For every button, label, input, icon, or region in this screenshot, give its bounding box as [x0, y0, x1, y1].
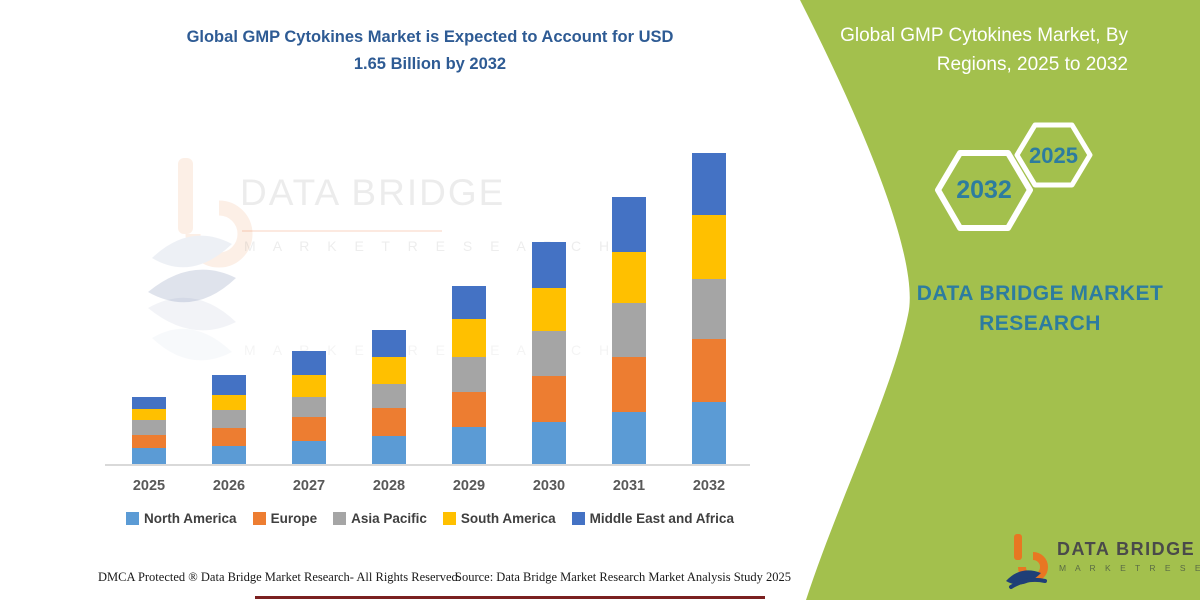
legend-label: North America: [144, 511, 237, 526]
legend-item-asia-pacific: Asia Pacific: [333, 511, 427, 526]
side-panel-brand-line1: DATA BRIDGE MARKET: [916, 282, 1164, 305]
bar-segment-south-america: [372, 357, 406, 384]
hexagon-2025-outline: [1014, 122, 1093, 188]
chart-legend: North America Europe Asia Pacific South Ame…: [100, 511, 760, 526]
plot-area: [105, 145, 750, 466]
x-axis-label-2025: 2025: [132, 478, 166, 494]
bar-segment-south-america: [612, 252, 646, 303]
bar-segment-asia-pacific: [372, 384, 406, 408]
hexagon-2032-outline: [935, 150, 1033, 231]
bar-segment-europe: [372, 408, 406, 436]
bar-segment-europe: [692, 339, 726, 402]
x-axis-label-2026: 2026: [212, 478, 246, 494]
bar-segment-middle-east-and-africa: [452, 286, 486, 319]
bar-segment-south-america: [532, 288, 566, 331]
legend-swatch-icon: [126, 512, 140, 525]
brand-logo-text: DATA BRIDGE: [1057, 539, 1196, 559]
footer-source-text: Source: Data Bridge Market Research Mark…: [455, 570, 792, 584]
legend-item-south-america: South America: [442, 511, 556, 526]
bar-segment-middle-east-and-africa: [692, 153, 726, 215]
bar-segment-north-america: [212, 446, 246, 464]
stacked-bar-2029: [452, 286, 486, 464]
x-axis-label-2031: 2031: [612, 478, 646, 494]
bar-segment-asia-pacific: [692, 279, 726, 339]
legend-label: Middle East and Africa: [589, 511, 734, 526]
brand-logo-subtext: M A R K E T R E S E A R C H: [1059, 563, 1200, 573]
side-panel-title: Global GMP Cytokines Market, By Regions,…: [810, 21, 1128, 79]
chart-title-line2: 1.65 Billion by 2032: [353, 55, 507, 73]
x-axis-label-2028: 2028: [372, 478, 406, 494]
x-axis-label-2032: 2032: [692, 478, 726, 494]
bar-segment-middle-east-and-africa: [292, 351, 326, 375]
bar-segment-middle-east-and-africa: [612, 197, 646, 252]
x-axis-label-2029: 2029: [452, 478, 486, 494]
brand-logo-icon: [1006, 534, 1048, 589]
legend-item-europe: Europe: [252, 511, 318, 526]
x-axis-label-2027: 2027: [292, 478, 326, 494]
bar-segment-asia-pacific: [452, 357, 486, 392]
chart-title-line1: Global GMP Cytokines Market is Expected …: [186, 28, 674, 46]
bar-segment-north-america: [372, 436, 406, 464]
legend-label: Asia Pacific: [351, 511, 427, 526]
stacked-bar-2028: [372, 330, 406, 464]
legend-swatch-icon: [571, 512, 585, 525]
bar-segment-south-america: [292, 375, 326, 397]
stacked-bar-2027: [292, 351, 326, 464]
footer-divider-line: [255, 596, 765, 599]
stacked-bar-2026: [212, 375, 246, 464]
bar-segment-middle-east-and-africa: [372, 330, 406, 357]
bar-segment-north-america: [452, 427, 486, 464]
bar-segment-south-america: [212, 395, 246, 410]
bar-segment-asia-pacific: [132, 420, 166, 435]
brand-logo: DATA BRIDGE M A R K E T R E S E A R C H: [1005, 531, 1200, 595]
hexagon-year-2032: 2032: [956, 176, 1012, 204]
bar-segment-europe: [532, 376, 566, 422]
bar-segment-north-america: [612, 412, 646, 464]
bar-segment-europe: [292, 417, 326, 441]
x-axis-labels: 2025 2026 2027 2028 2029 2030 2031 2032: [105, 478, 750, 498]
bar-segment-north-america: [132, 448, 166, 464]
bar-segment-north-america: [692, 402, 726, 464]
chart-title: Global GMP Cytokines Market is Expected …: [130, 24, 730, 78]
bar-segment-asia-pacific: [612, 303, 646, 357]
bar-segment-asia-pacific: [532, 331, 566, 376]
green-panel-shape: [800, 0, 1200, 600]
stacked-bar-2025: [132, 397, 166, 464]
footer-dmca-text: DMCA Protected ® Data Bridge Market Rese…: [98, 570, 461, 584]
bar-segment-middle-east-and-africa: [212, 375, 246, 395]
legend-label: Europe: [270, 511, 318, 526]
side-panel-brand: DATA BRIDGE MARKET RESEARCH: [890, 279, 1190, 339]
bar-segment-middle-east-and-africa: [532, 242, 566, 288]
bar-segment-north-america: [532, 422, 566, 464]
bar-segment-south-america: [692, 215, 726, 279]
stacked-bar-2031: [612, 197, 646, 464]
legend-swatch-icon: [442, 512, 456, 525]
legend-swatch-icon: [333, 512, 347, 525]
bar-segment-asia-pacific: [292, 397, 326, 417]
stacked-bar-2030: [532, 242, 566, 464]
stacked-bar-2032: [692, 153, 726, 464]
bar-segment-north-america: [292, 441, 326, 464]
bar-segment-asia-pacific: [212, 410, 246, 428]
legend-item-north-america: North America: [126, 511, 237, 526]
bar-segment-middle-east-and-africa: [132, 397, 166, 409]
legend-swatch-icon: [252, 512, 266, 525]
bar-segment-europe: [452, 392, 486, 427]
side-panel-title-line1: Global GMP Cytokines Market, By: [840, 25, 1128, 46]
bar-segment-europe: [212, 428, 246, 446]
x-axis-label-2030: 2030: [532, 478, 566, 494]
bar-segment-south-america: [452, 319, 486, 357]
bar-segment-europe: [612, 357, 646, 412]
legend-item-middle-east-and-africa: Middle East and Africa: [571, 511, 734, 526]
bar-segment-europe: [132, 435, 166, 448]
side-panel-brand-line2: RESEARCH: [979, 312, 1101, 335]
hexagon-year-2025: 2025: [1029, 143, 1078, 168]
legend-label: South America: [460, 511, 556, 526]
side-panel-title-line2: Regions, 2025 to 2032: [936, 54, 1128, 75]
bar-segment-south-america: [132, 409, 166, 420]
